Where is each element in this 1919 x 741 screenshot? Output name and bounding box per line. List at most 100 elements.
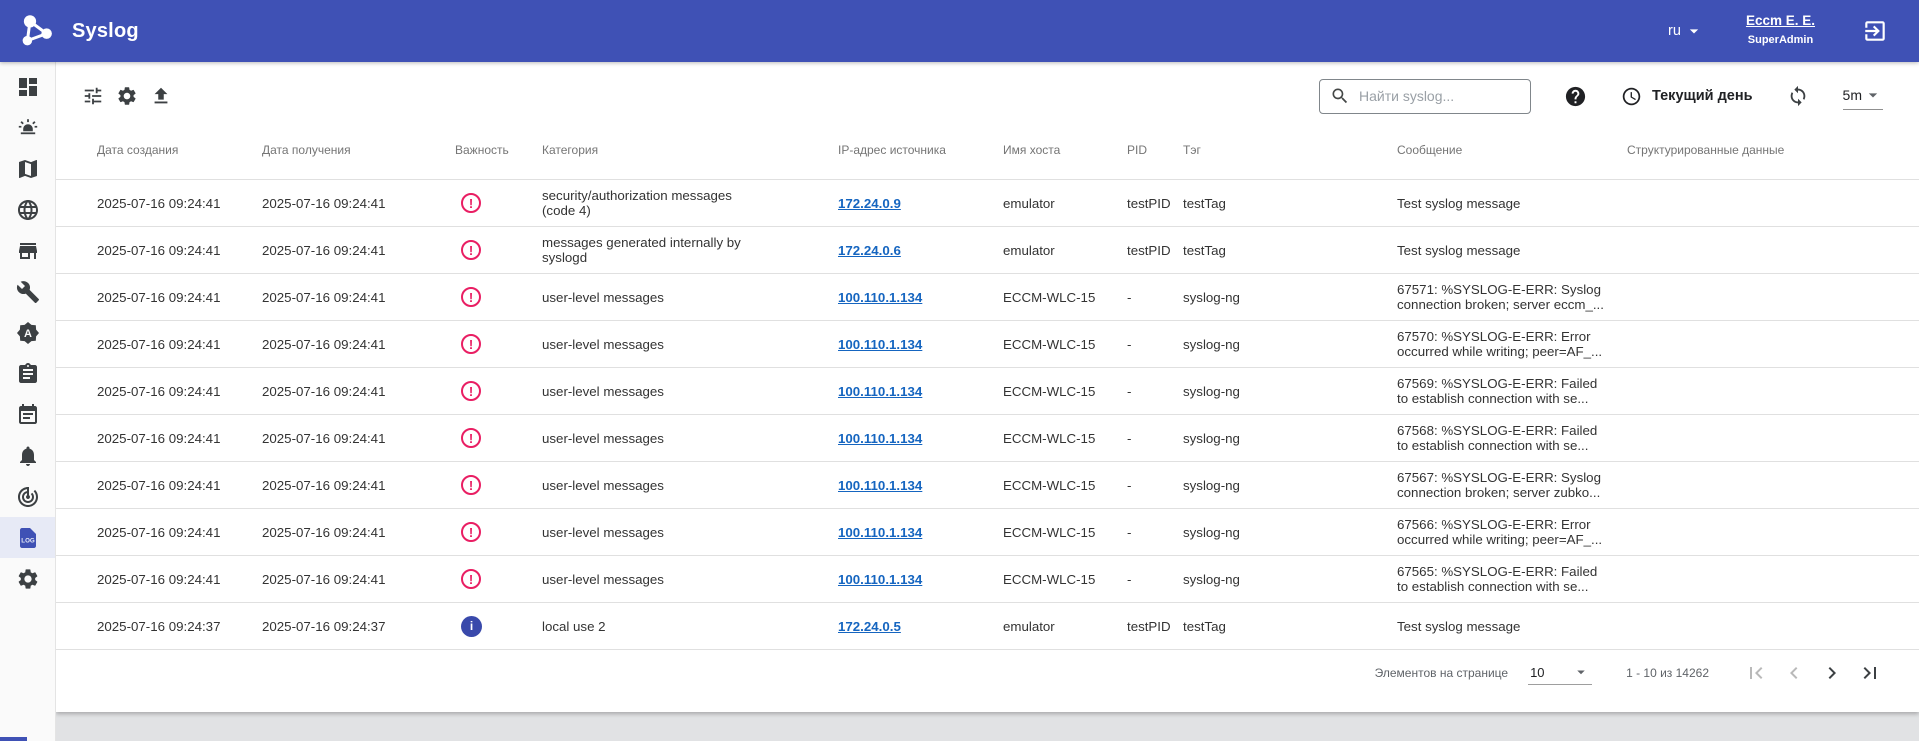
first-page-icon bbox=[1744, 661, 1768, 685]
filter-button[interactable] bbox=[76, 79, 110, 113]
cell-created: 2025-07-16 09:24:41 bbox=[97, 383, 221, 399]
ip-link[interactable]: 100.110.1.134 bbox=[838, 383, 923, 399]
ip-link[interactable]: 100.110.1.134 bbox=[838, 571, 923, 587]
logout-button[interactable] bbox=[1857, 13, 1893, 49]
sidebar-item-map[interactable] bbox=[0, 148, 55, 189]
table-row[interactable]: 2025-07-16 09:24:41 2025-07-16 09:24:41! u… bbox=[56, 509, 1919, 556]
sidebar-item-emergency[interactable] bbox=[0, 107, 55, 148]
wrench-icon bbox=[16, 280, 40, 304]
help-button[interactable] bbox=[1559, 79, 1593, 113]
refresh-interval-select[interactable]: 5m bbox=[1842, 83, 1883, 110]
cell-structured-data bbox=[1627, 387, 1899, 395]
refresh-button[interactable] bbox=[1781, 79, 1815, 113]
table-row[interactable]: 2025-07-16 09:24:41 2025-07-16 09:24:41! s… bbox=[56, 180, 1919, 227]
ip-link[interactable]: 100.110.1.134 bbox=[838, 289, 923, 305]
sidebar-item-monitoring[interactable] bbox=[0, 476, 55, 517]
cell-structured-data bbox=[1627, 575, 1899, 583]
last-page-button[interactable] bbox=[1851, 654, 1889, 692]
table-row[interactable]: 2025-07-16 09:24:41 2025-07-16 09:24:41! m… bbox=[56, 227, 1919, 274]
items-per-page-select[interactable]: 10 bbox=[1528, 660, 1593, 685]
cell-pid: - bbox=[1127, 524, 1132, 540]
table-row[interactable]: 2025-07-16 09:24:41 2025-07-16 09:24:41! u… bbox=[56, 462, 1919, 509]
cell-hostname: ECCM-WLC-15 bbox=[1003, 289, 1096, 305]
column-header: Имя хоста bbox=[1003, 142, 1061, 157]
sidebar-item-tools[interactable] bbox=[0, 271, 55, 312]
chevron-down-icon bbox=[1684, 21, 1704, 41]
sidebar-item-dashboard[interactable] bbox=[0, 66, 55, 107]
cell-source-ip: 172.24.0.6 bbox=[838, 239, 1003, 262]
sidebar-item-settings[interactable] bbox=[0, 558, 55, 599]
ip-link[interactable]: 172.24.0.6 bbox=[838, 242, 901, 258]
next-page-button[interactable] bbox=[1813, 654, 1851, 692]
cell-received: 2025-07-16 09:24:41 bbox=[262, 383, 386, 399]
content-card: Текущий день 5m Дата создания Дата получе… bbox=[56, 62, 1919, 712]
sidebar-item-storefront[interactable] bbox=[0, 230, 55, 271]
ip-link[interactable]: 100.110.1.134 bbox=[838, 430, 923, 446]
prev-page-button[interactable] bbox=[1775, 654, 1813, 692]
ip-link[interactable]: 100.110.1.134 bbox=[838, 336, 923, 352]
cell-tag: testTag bbox=[1183, 195, 1226, 211]
search-input[interactable] bbox=[1358, 88, 1520, 104]
cell-received: 2025-07-16 09:24:37 bbox=[262, 618, 386, 634]
time-period-button[interactable]: Текущий день bbox=[1621, 86, 1753, 107]
help-icon bbox=[1564, 85, 1587, 108]
column-header: Структурированные данные bbox=[1627, 142, 1785, 157]
cell-hostname: emulator bbox=[1003, 242, 1055, 258]
table-row[interactable]: 2025-07-16 09:24:41 2025-07-16 09:24:41! u… bbox=[56, 321, 1919, 368]
time-period-label: Текущий день bbox=[1651, 88, 1753, 104]
column-header: Дата создания bbox=[97, 142, 179, 157]
user-name-link[interactable]: Eccm E. E. bbox=[1745, 12, 1815, 28]
cell-structured-data bbox=[1627, 622, 1899, 630]
search-box bbox=[1318, 78, 1531, 114]
svg-text:A: A bbox=[24, 328, 32, 340]
items-per-page-value: 10 bbox=[1530, 664, 1545, 680]
cell-hostname: ECCM-WLC-15 bbox=[1003, 430, 1096, 446]
ip-link[interactable]: 172.24.0.9 bbox=[838, 195, 901, 211]
cell-pid: - bbox=[1127, 430, 1132, 446]
column-header: PID bbox=[1127, 142, 1148, 157]
cell-hostname: ECCM-WLC-15 bbox=[1003, 383, 1096, 399]
toolbar: Текущий день 5m bbox=[56, 62, 1919, 120]
table-row[interactable]: 2025-07-16 09:24:41 2025-07-16 09:24:41! u… bbox=[56, 415, 1919, 462]
cell-category: user-level messages bbox=[542, 571, 664, 587]
page-range-label: 1 - 10 из 14262 bbox=[1626, 665, 1709, 680]
cell-pid: testPID bbox=[1127, 195, 1171, 211]
cell-received: 2025-07-16 09:24:41 bbox=[262, 524, 386, 540]
cell-source-ip: 100.110.1.134 bbox=[838, 333, 1003, 356]
cell-received: 2025-07-16 09:24:41 bbox=[262, 430, 386, 446]
table-row[interactable]: 2025-07-16 09:24:41 2025-07-16 09:24:41! u… bbox=[56, 556, 1919, 603]
table-row[interactable]: 2025-07-16 09:24:41 2025-07-16 09:24:41! u… bbox=[56, 274, 1919, 321]
sidebar-item-tasks[interactable] bbox=[0, 353, 55, 394]
cell-created: 2025-07-16 09:24:41 bbox=[97, 242, 221, 258]
cell-created: 2025-07-16 09:24:41 bbox=[97, 289, 221, 305]
dashboard-icon bbox=[16, 75, 40, 99]
language-select[interactable]: ru bbox=[1668, 21, 1704, 41]
cell-message: 67571: %SYSLOG-E-ERR: Syslog connection … bbox=[1397, 282, 1604, 312]
cell-received: 2025-07-16 09:24:41 bbox=[262, 336, 386, 352]
cell-structured-data bbox=[1627, 293, 1899, 301]
cell-pid: testPID bbox=[1127, 242, 1171, 258]
table-header-row: Дата создания Дата получения Важность Катег… bbox=[56, 120, 1919, 180]
cell-created: 2025-07-16 09:24:41 bbox=[97, 477, 221, 493]
cell-hostname: emulator bbox=[1003, 618, 1055, 634]
ip-link[interactable]: 100.110.1.134 bbox=[838, 477, 923, 493]
ip-link[interactable]: 100.110.1.134 bbox=[838, 524, 923, 540]
sidebar-item-syslog[interactable]: LOG bbox=[0, 517, 55, 558]
logout-icon bbox=[1862, 18, 1888, 44]
table-row[interactable]: 2025-07-16 09:24:37 2025-07-16 09:24:37 i l… bbox=[56, 603, 1919, 650]
cell-hostname: emulator bbox=[1003, 195, 1055, 211]
gear-icon bbox=[116, 85, 138, 107]
user-menu[interactable]: Eccm E. E. SuperAdmin bbox=[1746, 12, 1815, 50]
cell-created: 2025-07-16 09:24:41 bbox=[97, 195, 221, 211]
sidebar-item-web[interactable] bbox=[0, 189, 55, 230]
table-settings-button[interactable] bbox=[110, 79, 144, 113]
language-value: ru bbox=[1668, 23, 1681, 39]
cell-severity: ! bbox=[455, 565, 542, 593]
export-button[interactable] bbox=[144, 79, 178, 113]
ip-link[interactable]: 172.24.0.5 bbox=[838, 618, 901, 634]
sidebar-item-events[interactable] bbox=[0, 394, 55, 435]
sidebar-item-alerts[interactable]: A bbox=[0, 312, 55, 353]
table-row[interactable]: 2025-07-16 09:24:41 2025-07-16 09:24:41! u… bbox=[56, 368, 1919, 415]
sidebar-item-notifications[interactable] bbox=[0, 435, 55, 476]
first-page-button[interactable] bbox=[1737, 654, 1775, 692]
